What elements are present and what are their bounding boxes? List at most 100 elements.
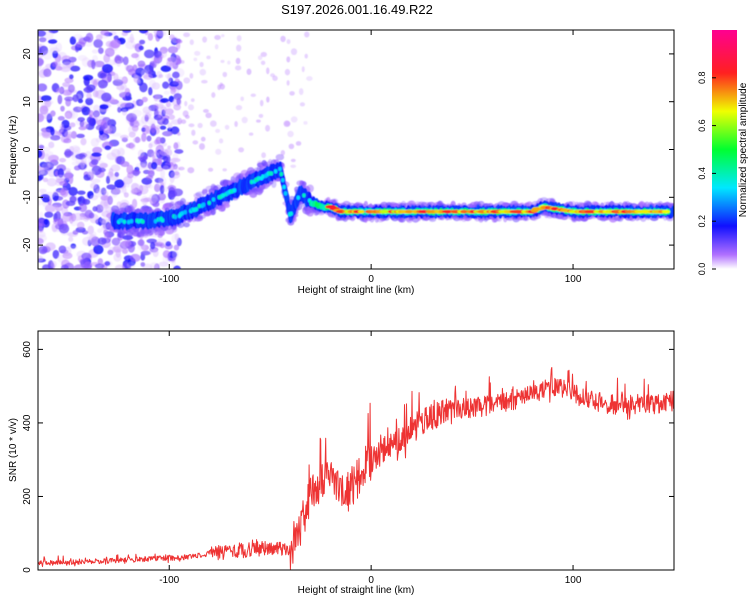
heatmap-cell [246, 68, 252, 76]
y-tick-label: 10 [22, 96, 33, 108]
heatmap-cell [125, 40, 137, 50]
heatmap-cell [133, 119, 145, 127]
snr-ticks: -100 0 100 0 200 400 600 [22, 331, 674, 586]
heatmap-cell [70, 65, 81, 72]
heatmap-cell [218, 138, 224, 144]
heatmap-cell [165, 241, 172, 247]
heatmap-cell [149, 79, 156, 89]
heatmap-cell [97, 237, 107, 245]
heatmap-cell [139, 39, 146, 45]
heatmap-cell [114, 171, 120, 178]
heatmap-cell [59, 157, 67, 163]
chart-title: S197.2026.001.16.49.R22 [281, 2, 433, 17]
heatmap-cell [107, 171, 114, 178]
heatmap-cell [137, 149, 145, 158]
heatmap-cell [81, 57, 91, 67]
heatmap-cell [173, 142, 179, 150]
heatmap-cell [192, 140, 199, 145]
heatmap-cell [50, 135, 61, 141]
heatmap-cell [60, 187, 69, 198]
heatmap-cell [178, 166, 185, 171]
heatmap-cell [211, 197, 216, 202]
heatmap-cell [170, 157, 181, 163]
heatmap-cell [93, 104, 100, 113]
heatmap-cell [217, 84, 221, 91]
heatmap-cell [113, 73, 119, 81]
heatmap-cell [661, 209, 671, 214]
heatmap-cell [119, 134, 129, 140]
heatmap-cell [65, 200, 76, 207]
heatmap-cell [85, 32, 94, 43]
y-tick-label: 200 [22, 488, 33, 505]
heatmap-cell [119, 218, 124, 223]
heatmap-cell [195, 191, 205, 198]
heatmap-cell [46, 178, 57, 187]
heatmap-cell [60, 105, 65, 112]
heatmap-cell [142, 199, 147, 206]
heatmap-cell [153, 30, 161, 35]
heatmap-cell [117, 106, 122, 113]
heatmap-cell [221, 34, 225, 38]
heatmap-cell [73, 165, 81, 171]
heatmap-cell [173, 244, 180, 251]
heatmap-cell [82, 90, 87, 97]
heatmap-cell [163, 90, 170, 95]
heatmap-cell [97, 228, 103, 233]
heatmap-cell [49, 47, 60, 54]
heatmap-cell [162, 165, 169, 171]
heatmap-cell [157, 103, 164, 109]
heatmap-cell [168, 114, 176, 120]
heatmap-cell [55, 87, 65, 93]
heatmap-cell [282, 184, 286, 190]
heatmap-cell [48, 141, 55, 149]
heatmap-cell [167, 190, 178, 198]
heatmap-cell [289, 91, 295, 96]
heatmap-cell [169, 62, 175, 69]
heatmap-cell [91, 49, 99, 54]
heatmap-cell [172, 71, 180, 79]
heatmap-cell [154, 125, 161, 130]
heatmap-cell [286, 80, 290, 86]
heatmap-cell [215, 128, 221, 133]
heatmap-cell [250, 93, 257, 98]
heatmap-cell [142, 110, 153, 118]
x-tick-label: 100 [565, 575, 582, 586]
heatmap-cell [72, 230, 79, 235]
heatmap-cell [188, 123, 195, 128]
heatmap-cell [214, 34, 221, 40]
heatmap-cell [87, 225, 94, 235]
heatmap-cell [48, 39, 58, 44]
heatmap-cell [122, 30, 132, 33]
heatmap-cell [295, 141, 302, 146]
heatmap-cell [160, 98, 170, 103]
heatmap-cell [304, 53, 308, 59]
heatmap-cell [38, 230, 46, 238]
heatmap-cell [198, 143, 205, 150]
y-tick-label: -10 [22, 190, 33, 205]
heatmap-cell [50, 260, 57, 268]
heatmap-cell [38, 37, 47, 43]
heatmap-cell [44, 150, 54, 157]
heatmap-cell [203, 109, 209, 113]
heatmap-cell [143, 49, 155, 59]
heatmap-cell [298, 88, 304, 96]
heatmap-cell [141, 250, 152, 256]
colorbar-tick-label: 0.6 [697, 119, 707, 132]
heatmap-cell [137, 60, 146, 68]
colorbar-tick-label: 0.8 [697, 72, 707, 85]
heatmap-cell [199, 68, 207, 76]
heatmap-cell [122, 56, 129, 66]
heatmap-cell [165, 154, 171, 164]
heatmap-cell [197, 122, 203, 129]
heatmap-cell [114, 264, 125, 269]
heatmap-cell [41, 162, 51, 170]
heatmap-cell [158, 55, 163, 61]
heatmap-cell [223, 203, 231, 209]
heatmap-cell [72, 146, 81, 155]
heatmap-cell [75, 226, 86, 233]
heatmap-cell [62, 61, 73, 69]
heatmap-cell [121, 240, 132, 247]
heatmap-cell [279, 171, 284, 177]
x-tick-label: 0 [368, 575, 374, 586]
